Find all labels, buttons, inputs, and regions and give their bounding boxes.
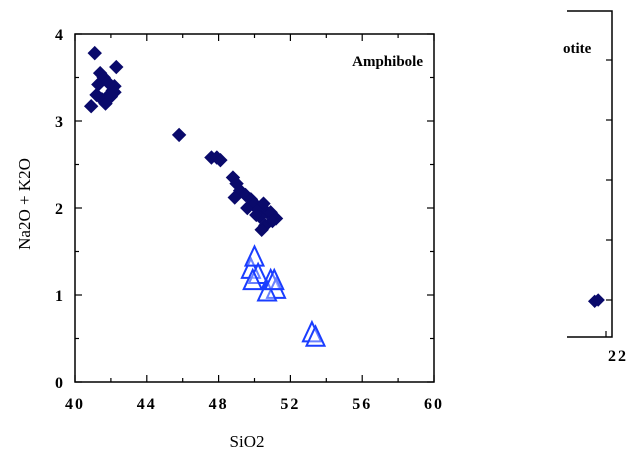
diamond-point [227,190,242,205]
data-points [83,45,327,347]
diamond-point [254,222,269,237]
triangle-point [243,244,266,267]
triangle-point [304,324,327,347]
y-tick-label: 3 [55,114,65,131]
x-tick-label: 40 [65,396,85,413]
triangle-point [256,278,278,302]
x-tick-label: 60 [424,396,444,413]
partial-data-points [587,293,605,309]
diamond-point [89,87,104,103]
diamond-point [107,85,122,100]
diamond-point [87,45,102,61]
partial-diamond-point [591,293,605,307]
chart-annotation: Amphibole [352,54,423,70]
partial-chart: otite 22 [563,10,628,365]
y-tick-labels: 0 1 2 3 4 [55,27,65,392]
diamond-point [109,59,124,75]
x-tick-label: 44 [137,396,157,413]
x-tick-label: 56 [352,396,372,413]
y-tick-marks [75,33,434,383]
x-tick-labels: 40 44 48 52 56 60 [65,396,444,413]
x-tick-label: 48 [209,396,229,413]
triangle-point [263,267,285,291]
diamond-point [213,152,228,168]
triangle-point [301,319,323,343]
y-axis-title: Na2O + K2O [15,158,34,250]
diamond-point [265,213,280,229]
x-tick-marks [74,34,435,382]
diamond-point [240,200,255,216]
x-axis-title: SiO2 [230,432,265,451]
y-tick-label: 0 [55,375,65,392]
diamond-point [83,99,99,114]
diamond-point [249,207,264,223]
y-tick-label: 1 [55,288,65,305]
partial-tick-marks [605,59,612,337]
diamond-point [171,127,187,143]
partial-plot-frame [567,10,613,338]
triangle-point [242,267,264,291]
partial-chart-annotation: otite [563,41,592,57]
partial-x-tick-label: 22 [608,348,628,365]
x-tick-label: 52 [280,396,300,413]
y-tick-label: 4 [55,27,65,44]
y-tick-label: 2 [55,201,65,218]
